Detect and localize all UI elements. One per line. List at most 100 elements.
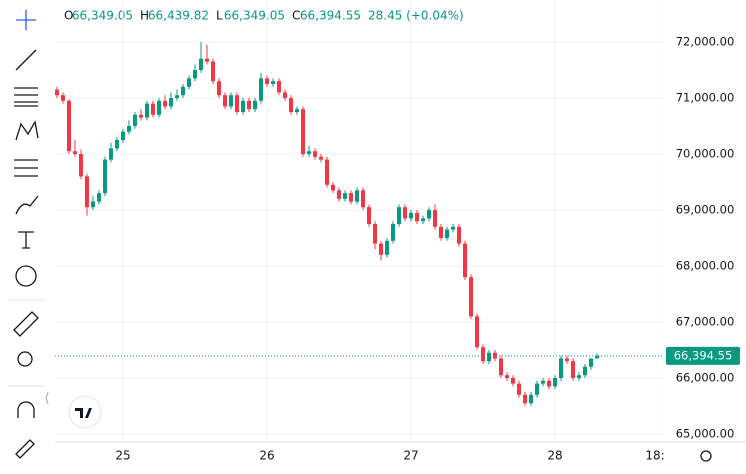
legend-value: 66,394.55: [300, 9, 361, 23]
last-price-label: 66,394.55: [674, 348, 733, 362]
candle-body: [516, 383, 521, 395]
ohlc-legend: O66,349.05 H66,439.82 L 66,349.05 C 66,394.55…: [64, 9, 464, 23]
candle-body: [588, 358, 593, 367]
candle-body: [462, 243, 467, 278]
candle-body: [450, 226, 455, 230]
candle-body: [390, 223, 395, 241]
candle-body: [180, 86, 185, 96]
candle-body: [402, 207, 407, 219]
candle-body: [414, 212, 419, 222]
candle-body: [84, 176, 89, 208]
candle-body: [438, 226, 443, 238]
candle-body: [570, 361, 575, 378]
line-tool[interactable]: [15, 49, 37, 71]
candle-body: [162, 100, 167, 107]
plot: [55, 0, 663, 442]
candle-body: [312, 151, 317, 157]
collapse-toggle[interactable]: [45, 391, 49, 405]
toolbar: [8, 10, 49, 459]
candle-body: [534, 383, 539, 395]
x-tick-label: 26: [259, 449, 274, 463]
y-tick-label: 70,000.00: [676, 146, 735, 160]
candle-body: [204, 58, 209, 62]
candle-body: [144, 103, 149, 118]
candle-body: [396, 207, 401, 224]
x-tick-label: 25: [115, 449, 130, 463]
candle-body: [60, 95, 65, 101]
candle-body: [228, 95, 233, 107]
candle-body: [288, 97, 293, 112]
candle-body: [348, 193, 353, 202]
fib-tool[interactable]: [14, 87, 38, 107]
magnet-tool[interactable]: [17, 401, 35, 418]
zoom-tool[interactable]: [17, 351, 33, 367]
candle-body: [306, 151, 311, 154]
candle-body: [126, 125, 131, 132]
brush-tool[interactable]: [15, 195, 39, 215]
candle-body: [318, 156, 323, 160]
candle-body: [426, 209, 431, 219]
candle-body: [198, 58, 203, 70]
candle-body: [174, 95, 179, 98]
candle-body: [252, 100, 257, 110]
candle-body: [192, 69, 197, 79]
candle-body: [270, 81, 275, 84]
legend-value: 66,349.05: [72, 9, 133, 23]
legend-key: O: [64, 9, 73, 23]
y-tick-label: 65,000.00: [676, 426, 735, 440]
candle-body: [408, 212, 413, 219]
candle-body: [55, 89, 59, 96]
candle-body: [240, 100, 245, 112]
legend-key: L: [216, 9, 223, 23]
candle-body: [366, 207, 371, 224]
candle-body: [138, 114, 143, 118]
emoji-tool[interactable]: [15, 265, 37, 287]
legend-key: H: [140, 9, 149, 23]
settings-icon[interactable]: [700, 450, 712, 462]
forecast-tool[interactable]: [14, 159, 38, 177]
candle-body: [492, 352, 497, 359]
y-tick-label: 71,000.00: [676, 90, 735, 104]
ruler-tool[interactable]: [13, 311, 39, 337]
candle-body: [132, 114, 137, 126]
candle-body: [150, 103, 155, 115]
candle-body: [234, 95, 239, 112]
candle-body: [72, 151, 77, 154]
pattern-tool[interactable]: [15, 120, 39, 141]
candle-body: [210, 61, 215, 82]
candle-body: [498, 358, 503, 376]
candle-body: [360, 190, 365, 208]
candle-body: [522, 394, 527, 404]
crosshair-tool[interactable]: [16, 10, 36, 30]
candle-body: [432, 209, 437, 227]
candle-body: [558, 358, 563, 378]
candle-body: [474, 316, 479, 348]
candle-body: [330, 184, 335, 191]
candle-body: [486, 352, 491, 362]
candle-body: [120, 131, 125, 140]
candle-body: [564, 358, 569, 362]
candle-body: [264, 78, 269, 84]
legend-value: 66,439.82: [148, 9, 209, 23]
tv-logo[interactable]: [68, 395, 102, 429]
candle-body: [582, 366, 587, 376]
tv-logo-mark: [75, 408, 92, 418]
y-tick-label: 72,000.00: [676, 34, 735, 48]
last-price-box: [666, 346, 740, 365]
candle-body: [90, 201, 95, 208]
candle-body: [444, 229, 449, 238]
lock-tool[interactable]: [15, 439, 35, 459]
candle-body: [576, 375, 581, 378]
candle-body: [552, 377, 557, 387]
candle-body: [108, 148, 113, 160]
candle-body: [468, 277, 473, 317]
candle-body: [294, 109, 299, 112]
candle-body: [546, 380, 551, 387]
y-tick-label: 66,000.00: [676, 370, 735, 384]
candle-body: [480, 347, 485, 362]
y-tick-label: 69,000.00: [676, 202, 735, 216]
legend-value: 66,349.05: [224, 9, 285, 23]
text-tool[interactable]: [18, 231, 34, 249]
x-tick-label: 18:: [645, 449, 664, 463]
